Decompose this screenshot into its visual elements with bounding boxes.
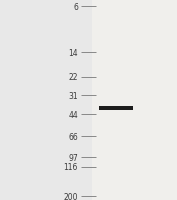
Text: 14: 14: [68, 48, 78, 57]
Text: 6: 6: [73, 3, 78, 12]
Text: 116: 116: [64, 163, 78, 171]
Text: 44: 44: [68, 110, 78, 119]
Text: 97: 97: [68, 153, 78, 162]
Text: 66: 66: [68, 132, 78, 141]
Text: 22: 22: [68, 73, 78, 82]
Bar: [92, 0, 177, 200]
Bar: [99, 106, 133, 110]
Text: 200: 200: [63, 192, 78, 200]
Text: 31: 31: [68, 91, 78, 100]
